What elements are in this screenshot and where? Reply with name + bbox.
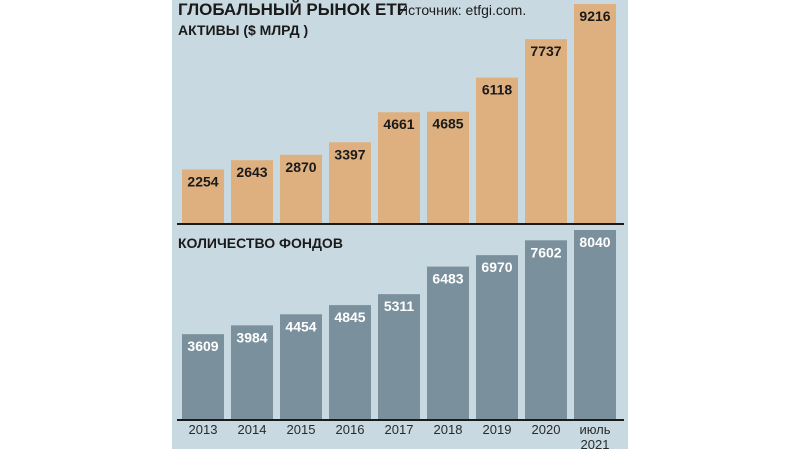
x-tick-label: 2017: [385, 422, 414, 437]
assets-value-label: 9216: [579, 8, 610, 24]
funds-value-label: 6483: [432, 271, 463, 287]
chart-title: ГЛОБАЛЬНЫЙ РЫНОК ETF: [178, 0, 408, 19]
assets-bar: [378, 112, 420, 223]
assets-panel-title: АКТИВЫ ($ МЛРД ): [178, 22, 309, 38]
assets-value-label: 2254: [187, 173, 218, 189]
funds-bar: [525, 240, 567, 419]
x-tick-label: 2015: [287, 422, 316, 437]
funds-bar: [329, 305, 371, 419]
funds-bar: [427, 266, 469, 419]
x-tick-label: 2018: [434, 422, 463, 437]
funds-value-label: 6970: [481, 259, 512, 275]
x-tick-label: 2021: [581, 437, 610, 449]
funds-value-label: 4845: [334, 309, 365, 325]
assets-value-label: 4685: [432, 116, 463, 132]
x-tick-label: 2016: [336, 422, 365, 437]
assets-bar: [476, 77, 518, 224]
assets-value-label: 7737: [530, 43, 561, 59]
assets-bar: [574, 4, 616, 223]
x-tick-label: июль: [579, 422, 610, 437]
assets-value-label: 3397: [334, 146, 365, 162]
assets-value-label: 6118: [482, 82, 513, 98]
assets-bar: [280, 154, 322, 223]
assets-bar: [427, 111, 469, 223]
assets-value-label: 4661: [383, 116, 414, 132]
assets-bar: [231, 160, 273, 223]
funds-bar: [476, 255, 518, 419]
funds-bar: [378, 294, 420, 419]
funds-value-label: 8040: [579, 234, 610, 250]
funds-bar: [231, 325, 273, 419]
funds-bar: [182, 334, 224, 419]
funds-value-label: 5311: [384, 298, 415, 314]
source-note: Источник: etfgi.com.: [398, 2, 527, 18]
assets-value-label: 2643: [236, 164, 267, 180]
assets-bar: [182, 169, 224, 223]
x-tick-label: 2013: [189, 422, 218, 437]
funds-value-label: 4454: [285, 318, 316, 334]
funds-bar: [280, 314, 322, 419]
assets-bar: [329, 142, 371, 223]
funds-value-label: 3984: [236, 329, 267, 345]
x-tick-label: 2020: [532, 422, 561, 437]
funds-value-label: 3609: [187, 338, 218, 354]
x-tick-label: 2014: [238, 422, 267, 437]
assets-bar: [525, 39, 567, 223]
funds-panel-title: КОЛИЧЕСТВО ФОНДОВ: [178, 235, 343, 251]
funds-bar: [574, 230, 616, 419]
x-tick-label: 2019: [483, 422, 512, 437]
assets-value-label: 2870: [285, 159, 316, 175]
funds-value-label: 7602: [530, 244, 561, 260]
